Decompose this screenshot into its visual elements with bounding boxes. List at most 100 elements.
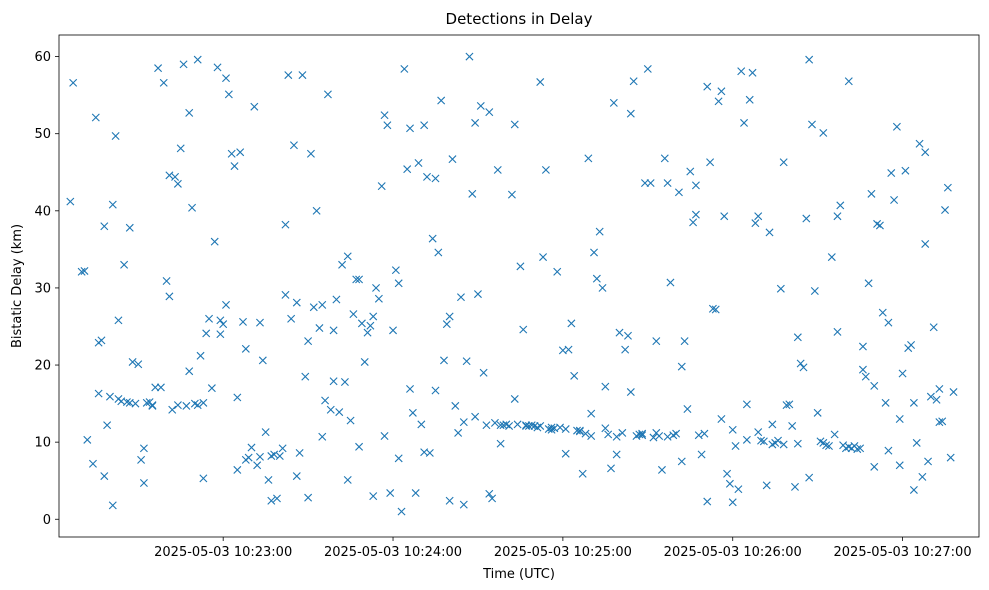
data-point: [844, 77, 853, 86]
data-point: [779, 440, 788, 449]
data-point: [805, 473, 814, 482]
data-point: [791, 482, 799, 491]
data-point: [768, 420, 777, 429]
data-point: [312, 206, 321, 215]
data-point: [640, 179, 649, 188]
data-point: [94, 389, 103, 398]
data-point: [867, 189, 876, 198]
data-point: [485, 108, 494, 117]
data-point: [125, 223, 134, 232]
data-point: [875, 221, 884, 230]
data-point: [468, 189, 477, 198]
data-point: [83, 435, 92, 444]
data-point: [638, 429, 647, 438]
x-tick-label: 2025-05-03 10:23:00: [154, 545, 292, 560]
data-point: [870, 381, 879, 390]
data-point: [439, 356, 448, 365]
data-point: [139, 444, 148, 453]
data-point: [258, 356, 267, 365]
data-point: [485, 489, 494, 498]
data-point: [431, 174, 440, 183]
data-point: [584, 154, 593, 163]
data-point: [369, 312, 378, 321]
data-point: [683, 405, 692, 413]
data-point: [179, 60, 188, 69]
data-point: [689, 218, 698, 227]
data-point: [406, 124, 415, 133]
data-point: [578, 469, 587, 478]
data-point: [173, 401, 182, 410]
data-point: [114, 316, 123, 325]
x-axis-ticks: 2025-05-03 10:23:00 2025-05-03 10:24:00 20…: [154, 537, 972, 560]
data-point: [700, 429, 709, 438]
data-point: [799, 363, 808, 372]
data-point: [861, 372, 870, 381]
data-point: [383, 121, 392, 130]
data-point: [856, 444, 865, 453]
data-point: [159, 78, 168, 87]
data-point: [321, 396, 330, 405]
data-point: [80, 266, 89, 275]
data-point: [830, 430, 839, 439]
data-point: [493, 165, 502, 174]
data-point: [697, 450, 706, 459]
y-tick-label: 60: [34, 50, 51, 65]
data-point: [694, 431, 703, 440]
data-point: [420, 121, 429, 130]
data-point: [406, 384, 415, 393]
data-point: [765, 228, 774, 237]
data-point: [222, 74, 231, 83]
data-point: [105, 392, 114, 401]
chart-title: Detections in Delay: [446, 10, 593, 28]
data-point: [329, 377, 338, 386]
data-point: [776, 284, 785, 293]
data-point: [757, 436, 766, 445]
data-point: [895, 461, 904, 470]
data-point: [148, 401, 157, 410]
x-tick-label: 2025-05-03 10:26:00: [664, 545, 802, 560]
data-point: [139, 479, 148, 488]
data-point: [691, 210, 700, 219]
data-point: [275, 452, 284, 461]
y-tick-label: 50: [34, 127, 51, 142]
data-point: [389, 326, 398, 335]
data-point: [587, 431, 596, 440]
y-tick-label: 10: [34, 436, 51, 451]
data-point: [372, 283, 381, 292]
y-tick-label: 20: [34, 359, 51, 374]
plot-frame: [58, 34, 980, 538]
data-point: [833, 212, 842, 221]
data-point: [745, 95, 754, 104]
data-point: [623, 331, 632, 340]
data-point: [91, 113, 100, 122]
y-tick-label: 40: [34, 204, 51, 219]
data-point: [884, 446, 893, 455]
data-point: [349, 310, 358, 319]
data-point: [250, 102, 259, 111]
data-point: [949, 388, 958, 397]
data-point: [176, 144, 185, 153]
data-point: [510, 120, 519, 129]
data-point: [69, 78, 78, 87]
data-point: [677, 362, 686, 371]
data-point: [315, 324, 324, 333]
data-point: [162, 276, 171, 285]
data-point: [706, 158, 715, 167]
data-point: [822, 441, 831, 450]
data-point: [626, 388, 635, 397]
data-point: [921, 239, 930, 248]
data-point: [207, 384, 216, 393]
data-point: [408, 408, 417, 417]
data-point: [507, 190, 516, 199]
data-point: [728, 498, 737, 507]
data-point: [870, 462, 879, 471]
data-point: [306, 149, 315, 158]
data-point: [357, 319, 366, 328]
data-point: [233, 393, 242, 402]
data-point: [813, 408, 822, 417]
data-point: [340, 378, 349, 386]
data-point: [833, 327, 842, 336]
data-point: [915, 139, 924, 148]
data-point: [754, 212, 763, 221]
data-point: [309, 303, 318, 312]
